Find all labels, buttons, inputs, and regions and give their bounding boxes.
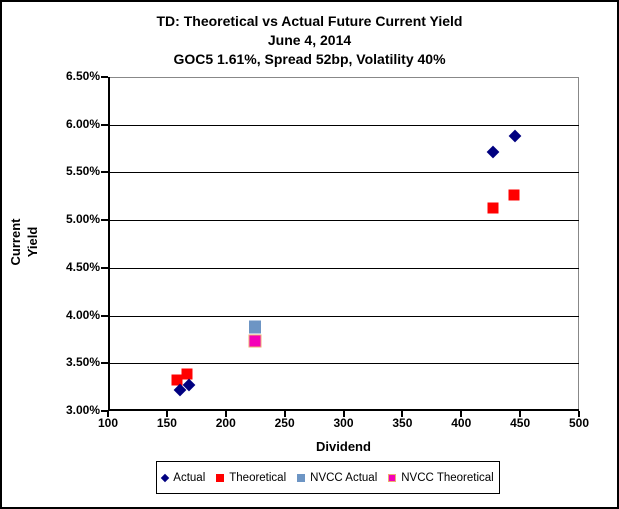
legend-label-nvcc-actual: NVCC Actual [310,471,378,484]
y-axis-title-line2: Yield [25,226,40,258]
legend-item-nvcc-theoretical: NVCC Theoretical [388,471,494,484]
data-point-theoretical [171,374,183,385]
x-tick-label: 500 [568,416,590,430]
data-point-theoretical [508,189,520,201]
x-tick-label: 450 [510,416,531,430]
y-tick-label: 6.00% [65,116,100,131]
x-tick-mark [401,411,404,417]
legend-label-nvcc-theoretical: NVCC Theoretical [401,471,494,484]
y-tick-mark [101,362,108,365]
nvcc-actual-square-icon [297,473,306,482]
x-tick-mark [519,411,522,417]
x-tick-mark [107,411,109,417]
x-tick-label: 400 [451,416,472,430]
chart-title-block: TD: Theoretical vs Actual Future Current… [2,12,617,69]
theoretical-square-icon [216,473,225,482]
y-tick-label: 3.50% [65,355,100,370]
legend-label-theoretical: Theoretical [229,471,287,484]
actual-diamond-icon [161,473,170,482]
plot-area [101,76,580,417]
y-tick-mark [101,123,108,126]
data-point-nvcc-actual [249,320,262,334]
y-tick-mark [101,171,108,174]
nvcc-theoretical-square-icon [388,473,397,482]
chart-subtitle-date: June 4, 2014 [267,32,352,48]
legend: Actual Theoretical NVCC Actual NVCC Theo… [156,461,500,494]
x-tick-mark [460,411,463,417]
data-point-nvcc-theoretical [248,334,262,348]
y-tick-label: 3.00% [65,403,100,417]
chart-title: TD: Theoretical vs Actual Future Current… [156,13,463,29]
y-axis-line [108,77,110,411]
gridline [108,315,579,317]
y-tick-mark [101,410,108,412]
y-tick-mark [101,76,108,78]
gridline [108,220,579,222]
y-tick-label: 4.00% [65,307,100,322]
data-point-actual [509,129,522,143]
x-axis-title: Dividend [316,439,371,454]
x-tick-mark [578,411,580,417]
data-point-actual [486,146,500,159]
plot-border-top [108,77,579,78]
gridline [108,172,579,174]
y-tick-label: 5.00% [65,212,100,227]
legend-item-theoretical: Theoretical [216,472,286,484]
y-tick-mark [101,314,108,317]
x-axis-line [108,409,579,411]
y-tick-mark [101,219,108,222]
x-tick-label: 300 [333,416,354,430]
y-tick-label: 4.50% [65,259,100,274]
x-tick-mark [165,411,168,417]
chart-subtitle-params: GOC5 1.61%, Spread 52bp, Volatility 40% [173,51,446,67]
gridline [108,124,579,126]
x-tick-label: 250 [274,416,295,430]
x-tick-mark [283,411,286,417]
x-tick-mark [224,411,227,417]
x-tick-label: 150 [156,416,177,430]
y-tick-mark [101,266,108,269]
plot-border-right [578,77,579,411]
x-tick-label: 200 [215,416,236,430]
x-tick-mark [342,411,345,417]
y-axis-title: Current Yield [7,187,43,297]
gridline [108,267,579,269]
x-tick-label: 350 [392,416,413,430]
data-point-theoretical [487,202,499,214]
data-point-theoretical [181,368,193,380]
y-axis-title-line1: Current [8,218,23,266]
y-tick-label: 6.50% [65,69,100,83]
gridline [108,363,579,365]
y-tick-label: 5.50% [65,164,100,179]
legend-item-actual: Actual [161,471,206,484]
legend-label-actual: Actual [173,471,206,484]
x-tick-label: 100 [97,416,119,430]
legend-item-nvcc-actual: NVCC Actual [297,472,377,484]
